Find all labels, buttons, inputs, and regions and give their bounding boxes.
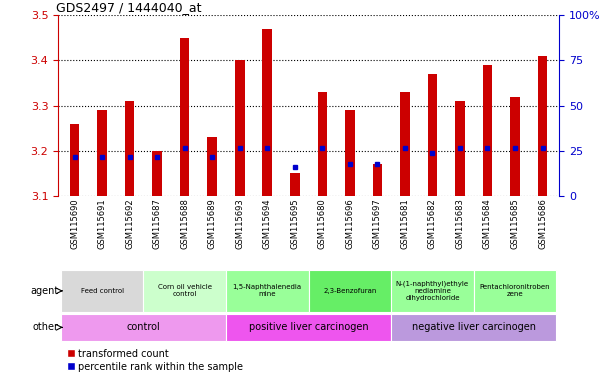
Bar — [61, 314, 226, 341]
Bar — [400, 92, 410, 196]
Text: Corn oil vehicle
control: Corn oil vehicle control — [158, 285, 211, 297]
Bar — [125, 101, 134, 196]
Bar — [318, 92, 327, 196]
Bar — [428, 74, 437, 196]
Text: other: other — [32, 322, 59, 333]
Text: negative liver carcinogen: negative liver carcinogen — [412, 322, 536, 333]
Bar — [207, 137, 217, 196]
Bar — [263, 29, 272, 196]
Bar — [345, 110, 354, 196]
Bar — [152, 151, 162, 196]
Text: GDS2497 / 1444040_at: GDS2497 / 1444040_at — [56, 1, 201, 14]
Text: agent: agent — [31, 286, 59, 296]
Bar — [455, 101, 465, 196]
Text: Pentachloronitroben
zene: Pentachloronitroben zene — [480, 285, 551, 297]
Bar — [474, 270, 556, 312]
Text: Feed control: Feed control — [81, 288, 123, 294]
Text: N-(1-naphthyl)ethyle
nediamine
dihydrochloride: N-(1-naphthyl)ethyle nediamine dihydroch… — [396, 281, 469, 301]
Bar — [226, 270, 309, 312]
Bar — [538, 56, 547, 196]
Bar — [309, 270, 391, 312]
Text: 1,5-Naphthalenedia
mine: 1,5-Naphthalenedia mine — [233, 285, 302, 297]
Bar — [226, 314, 391, 341]
Text: positive liver carcinogen: positive liver carcinogen — [249, 322, 368, 333]
Bar — [61, 270, 144, 312]
Bar — [144, 270, 226, 312]
Bar — [97, 110, 107, 196]
Bar — [235, 61, 244, 196]
Bar — [70, 124, 79, 196]
Bar — [290, 173, 299, 196]
Bar — [391, 314, 556, 341]
Text: control: control — [126, 322, 160, 333]
Bar — [373, 164, 382, 196]
Bar — [510, 97, 520, 196]
Bar — [391, 270, 474, 312]
Bar — [483, 65, 492, 196]
Bar — [180, 38, 189, 196]
Text: 2,3-Benzofuran: 2,3-Benzofuran — [323, 288, 376, 294]
Legend: transformed count, percentile rank within the sample: transformed count, percentile rank withi… — [63, 345, 247, 376]
